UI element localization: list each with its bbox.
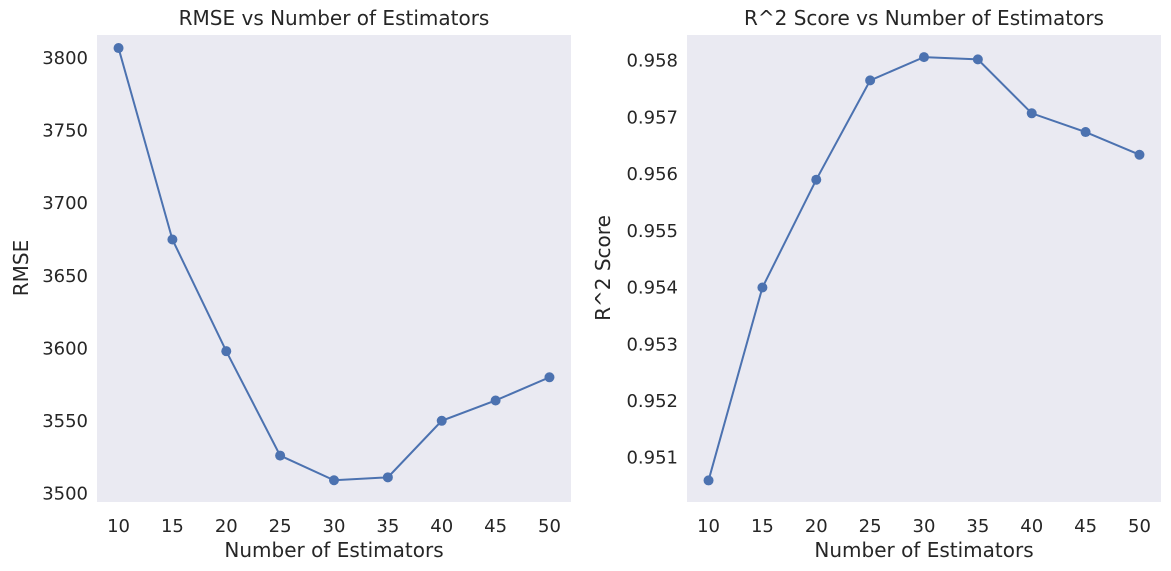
r2-x-tick-label: 40 <box>1020 516 1043 537</box>
r2-x-axis-label: Number of Estimators <box>814 538 1033 562</box>
r2-x-tick-label: 50 <box>1128 516 1151 537</box>
rmse-y-axis-label: RMSE <box>9 240 33 296</box>
rmse-series <box>113 43 555 486</box>
r2-plot-area <box>687 35 1161 502</box>
r2-x-tick-label: 20 <box>805 516 828 537</box>
rmse-y-tick-label: 3500 <box>42 483 88 504</box>
rmse-data-point <box>167 234 178 245</box>
r2-data-point <box>757 282 768 293</box>
rmse-data-point <box>382 472 393 483</box>
r2-series <box>703 52 1145 486</box>
r2-data-point <box>972 54 983 65</box>
r2-y-axis-label: R^2 Score <box>591 215 615 321</box>
r2-data-point <box>1134 149 1145 160</box>
rmse-plot-area <box>97 35 571 502</box>
r2-y-tick-label: 0.957 <box>626 107 678 128</box>
r2-x-tick-label: 10 <box>697 516 720 537</box>
r2-data-point <box>1026 108 1037 119</box>
r2-data-point <box>1080 127 1091 138</box>
rmse-x-axis-label: Number of Estimators <box>224 538 443 562</box>
rmse-y-tick-label: 3550 <box>42 411 88 432</box>
rmse-x-tick-label: 15 <box>161 516 184 537</box>
rmse-x-tick-label: 45 <box>484 516 507 537</box>
r2-y-tick-label: 0.958 <box>626 51 678 72</box>
r2-y-ticks: 0.951 0.952 0.953 0.954 0.955 0.956 0.957 0.958 <box>626 51 678 469</box>
rmse-y-tick-label: 3750 <box>42 121 88 142</box>
rmse-chart-title: RMSE vs Number of Estimators <box>179 6 490 30</box>
r2-x-tick-label: 25 <box>859 516 882 537</box>
rmse-x-ticks: 10 15 20 25 30 35 40 45 50 <box>107 516 561 537</box>
rmse-x-tick-label: 20 <box>215 516 238 537</box>
rmse-data-point <box>436 415 447 426</box>
rmse-x-tick-label: 40 <box>430 516 453 537</box>
r2-y-tick-label: 0.953 <box>626 334 678 355</box>
rmse-y-tick-label: 3700 <box>42 193 88 214</box>
rmse-y-tick-label: 3650 <box>42 266 88 287</box>
rmse-y-ticks: 3500 3550 3600 3650 3700 3750 3800 <box>42 48 88 504</box>
rmse-data-point <box>544 372 555 383</box>
rmse-x-tick-label: 10 <box>107 516 130 537</box>
rmse-data-point <box>490 395 501 406</box>
r2-y-tick-label: 0.955 <box>626 221 678 242</box>
r2-y-tick-label: 0.956 <box>626 164 678 185</box>
r2-data-point <box>703 475 714 486</box>
r2-x-ticks: 10 15 20 25 30 35 40 45 50 <box>697 516 1151 537</box>
r2-data-point <box>919 52 929 63</box>
rmse-data-point <box>329 475 339 486</box>
rmse-x-tick-label: 35 <box>376 516 399 537</box>
r2-x-tick-label: 30 <box>913 516 936 537</box>
rmse-chart: RMSE vs Number of Estimators Number of E… <box>9 6 571 562</box>
r2-y-tick-label: 0.951 <box>626 448 678 469</box>
r2-x-tick-label: 15 <box>751 516 774 537</box>
r2-chart: R^2 Score vs Number of Estimators Number… <box>591 6 1161 562</box>
rmse-data-point <box>113 43 124 54</box>
rmse-data-point <box>275 450 286 461</box>
rmse-x-tick-label: 30 <box>323 516 346 537</box>
r2-x-tick-label: 35 <box>966 516 989 537</box>
r2-data-point <box>811 174 822 185</box>
r2-y-tick-label: 0.952 <box>626 391 678 412</box>
rmse-data-point <box>221 346 232 357</box>
r2-y-tick-label: 0.954 <box>626 278 678 299</box>
r2-data-point <box>865 75 876 86</box>
rmse-y-tick-label: 3600 <box>42 338 88 359</box>
r2-chart-title: R^2 Score vs Number of Estimators <box>744 6 1104 30</box>
rmse-y-tick-label: 3800 <box>42 48 88 69</box>
rmse-x-tick-label: 25 <box>269 516 292 537</box>
r2-x-tick-label: 45 <box>1074 516 1097 537</box>
rmse-x-tick-label: 50 <box>538 516 561 537</box>
